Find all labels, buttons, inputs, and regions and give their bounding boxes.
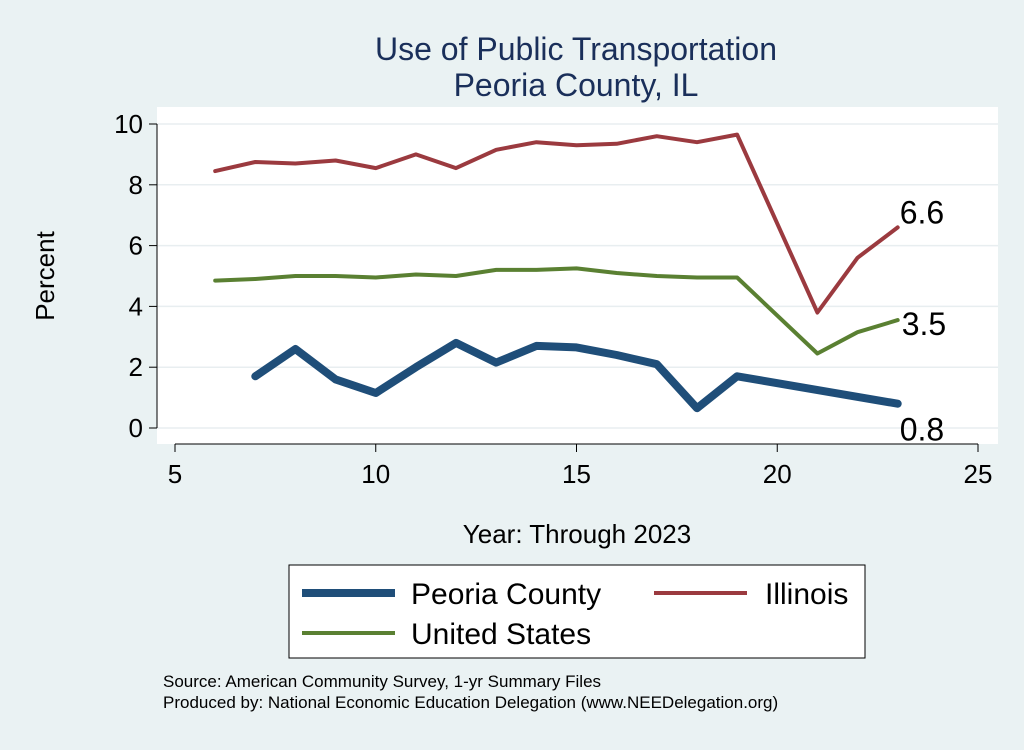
data-point-peoria-county <box>334 378 337 381</box>
data-point-united-states <box>254 278 257 281</box>
y-axis-label: Percent <box>30 230 60 320</box>
data-point-illinois <box>294 162 297 165</box>
x-tick-label: 5 <box>168 459 182 489</box>
series-line-peoria-county <box>251 338 902 413</box>
data-point-united-states <box>736 276 739 279</box>
chart-subtitle: Peoria County, IL <box>454 67 699 103</box>
end-label-illinois: 6.6 <box>900 194 944 230</box>
data-point-united-states <box>214 279 217 282</box>
end-label-united-states: 3.5 <box>902 306 946 342</box>
legend-label-peoria-county: Peoria County <box>411 578 601 611</box>
data-point-united-states <box>575 267 578 270</box>
legend: Peoria County Illinois United States <box>288 564 866 659</box>
data-point-peoria-county <box>615 354 618 357</box>
data-point-illinois <box>455 167 458 170</box>
data-point-illinois <box>655 135 658 138</box>
axes: 0 2 4 6 8 10 5 10 15 20 25 <box>114 109 992 489</box>
x-axis-label: Year: Through 2023 <box>463 519 691 549</box>
data-point-peoria-county <box>414 366 417 369</box>
data-point-illinois <box>214 170 217 173</box>
data-point-united-states <box>495 268 498 271</box>
series-line-illinois <box>213 132 900 315</box>
data-point-illinois <box>695 141 698 144</box>
data-point-peoria-county <box>254 375 257 378</box>
end-labels: 0.8 6.6 3.5 <box>900 194 946 447</box>
x-tick-label: 25 <box>964 459 993 489</box>
data-point-peoria-county <box>455 341 458 344</box>
data-point-peoria-county <box>294 347 297 350</box>
y-tick-label: 6 <box>129 231 143 261</box>
data-point-united-states <box>535 268 538 271</box>
data-point-illinois <box>856 256 859 259</box>
data-point-illinois <box>254 161 257 164</box>
data-point-united-states <box>455 275 458 278</box>
data-point-peoria-county <box>535 344 538 347</box>
legend-box <box>288 564 866 659</box>
data-point-united-states <box>695 276 698 279</box>
y-tick-label: 2 <box>129 352 143 382</box>
data-point-peoria-county <box>695 407 698 410</box>
data-point-united-states <box>856 331 859 334</box>
x-tick-label: 20 <box>763 459 792 489</box>
data-point-united-states <box>615 271 618 274</box>
chart-title: Use of Public Transportation <box>375 31 777 67</box>
data-point-united-states <box>896 319 899 322</box>
data-point-united-states <box>816 352 819 355</box>
data-point-peoria-county <box>374 392 377 395</box>
legend-label-united-states: United States <box>411 618 591 651</box>
y-tick-label: 0 <box>129 413 143 443</box>
producer-note: Produced by: National Economic Education… <box>163 693 778 712</box>
source-note: Source: American Community Survey, 1-yr … <box>163 672 601 691</box>
data-point-illinois <box>615 142 618 145</box>
end-label-peoria-county: 0.8 <box>900 412 944 448</box>
data-point-peoria-county <box>575 346 578 349</box>
x-tick-label: 15 <box>562 459 591 489</box>
y-tick-label: 8 <box>129 170 143 200</box>
data-point-illinois <box>495 148 498 151</box>
data-point-united-states <box>374 276 377 279</box>
data-point-united-states <box>655 275 658 278</box>
series-line-united-states <box>213 266 900 356</box>
data-point-peoria-county <box>896 402 899 405</box>
data-point-united-states <box>414 273 417 276</box>
data-point-united-states <box>294 275 297 278</box>
y-tick-label: 4 <box>129 291 143 321</box>
data-point-illinois <box>414 153 417 156</box>
data-point-illinois <box>736 133 739 136</box>
legend-label-illinois: Illinois <box>765 578 848 611</box>
data-point-peoria-county <box>736 375 739 378</box>
data-point-illinois <box>334 159 337 162</box>
data-point-peoria-county <box>655 363 658 366</box>
data-point-peoria-county <box>495 361 498 364</box>
data-point-illinois <box>575 144 578 147</box>
x-tick-label: 10 <box>361 459 390 489</box>
data-point-illinois <box>816 311 819 314</box>
data-point-illinois <box>535 141 538 144</box>
data-point-united-states <box>334 275 337 278</box>
series <box>213 132 902 413</box>
grid <box>157 123 998 429</box>
data-point-illinois <box>374 167 377 170</box>
y-tick-label: 10 <box>114 109 143 139</box>
